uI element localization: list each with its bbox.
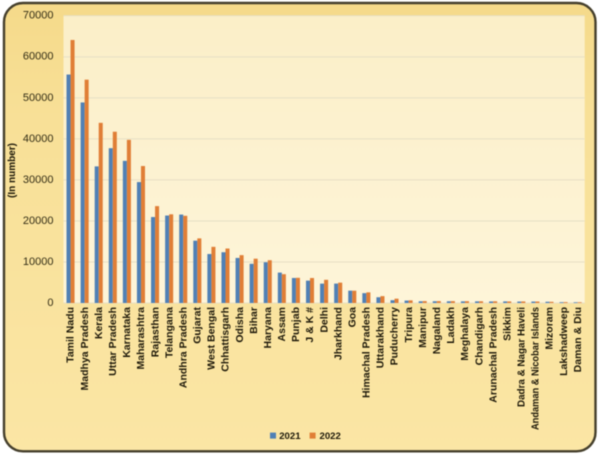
svg-text:Maharashtra: Maharashtra bbox=[135, 307, 147, 370]
svg-text:Arunachal Pradesh: Arunachal Pradesh bbox=[487, 307, 499, 403]
svg-text:Tripura: Tripura bbox=[403, 307, 415, 343]
svg-text:Gujarat: Gujarat bbox=[192, 307, 204, 344]
svg-text:Himachal Pradesh: Himachal Pradesh bbox=[361, 307, 373, 398]
svg-text:Uttar Pradesh: Uttar Pradesh bbox=[107, 307, 119, 376]
svg-text:J & K #: J & K # bbox=[304, 307, 316, 343]
svg-text:Bihar: Bihar bbox=[248, 307, 260, 334]
svg-text:Punjab: Punjab bbox=[290, 307, 302, 342]
svg-text:Meghalaya: Meghalaya bbox=[459, 307, 471, 361]
svg-text:50000: 50000 bbox=[23, 92, 54, 104]
svg-text:Odisha: Odisha bbox=[234, 307, 246, 343]
svg-text:70000: 70000 bbox=[23, 10, 54, 22]
svg-text:Mizoram: Mizoram bbox=[544, 307, 556, 350]
svg-text:Jharkhand: Jharkhand bbox=[332, 307, 344, 360]
svg-text:2022: 2022 bbox=[320, 431, 341, 442]
svg-text:Haryana: Haryana bbox=[262, 307, 274, 349]
svg-text:Ladakh: Ladakh bbox=[445, 307, 457, 344]
svg-text:Delhi: Delhi bbox=[318, 307, 330, 333]
svg-text:Puducherry: Puducherry bbox=[389, 307, 401, 366]
svg-text:Tamil Nadu: Tamil Nadu bbox=[65, 307, 77, 363]
svg-text:Dadra & Nagar Haveli: Dadra & Nagar Haveli bbox=[516, 307, 528, 407]
svg-text:Sikkim: Sikkim bbox=[501, 307, 513, 341]
svg-text:Andaman & Nicobar Islands: Andaman & Nicobar Islands bbox=[530, 307, 542, 430]
svg-text:(In number): (In number) bbox=[7, 143, 18, 198]
svg-text:Kerala: Kerala bbox=[93, 307, 105, 339]
svg-text:Nagaland: Nagaland bbox=[431, 307, 443, 354]
svg-text:Karnataka: Karnataka bbox=[121, 307, 133, 358]
svg-text:Assam: Assam bbox=[276, 307, 288, 341]
svg-text:Chandigarh: Chandigarh bbox=[473, 307, 485, 365]
svg-text:40000: 40000 bbox=[23, 133, 54, 145]
svg-text:20000: 20000 bbox=[23, 215, 54, 227]
svg-text:Chhattisgarh: Chhattisgarh bbox=[220, 307, 232, 372]
svg-text:Goa: Goa bbox=[346, 307, 358, 328]
svg-text:Andhra Pradesh: Andhra Pradesh bbox=[177, 307, 189, 388]
svg-text:2021: 2021 bbox=[279, 431, 301, 442]
svg-text:10000: 10000 bbox=[23, 256, 54, 268]
svg-text:West Bengal: West Bengal bbox=[206, 307, 218, 370]
svg-text:Uttarakhand: Uttarakhand bbox=[375, 307, 387, 368]
svg-text:Telangana: Telangana bbox=[163, 307, 175, 358]
svg-text:Daman & Diu: Daman & Diu bbox=[572, 307, 584, 372]
svg-text:Madhya Pradesh: Madhya Pradesh bbox=[79, 307, 91, 390]
svg-text:60000: 60000 bbox=[23, 51, 54, 63]
svg-text:Lakshadweep: Lakshadweep bbox=[558, 307, 570, 376]
svg-text:Manipur: Manipur bbox=[417, 307, 429, 348]
svg-text:30000: 30000 bbox=[23, 174, 54, 186]
svg-text:0: 0 bbox=[47, 297, 53, 309]
svg-text:Rajasthan: Rajasthan bbox=[149, 307, 161, 357]
